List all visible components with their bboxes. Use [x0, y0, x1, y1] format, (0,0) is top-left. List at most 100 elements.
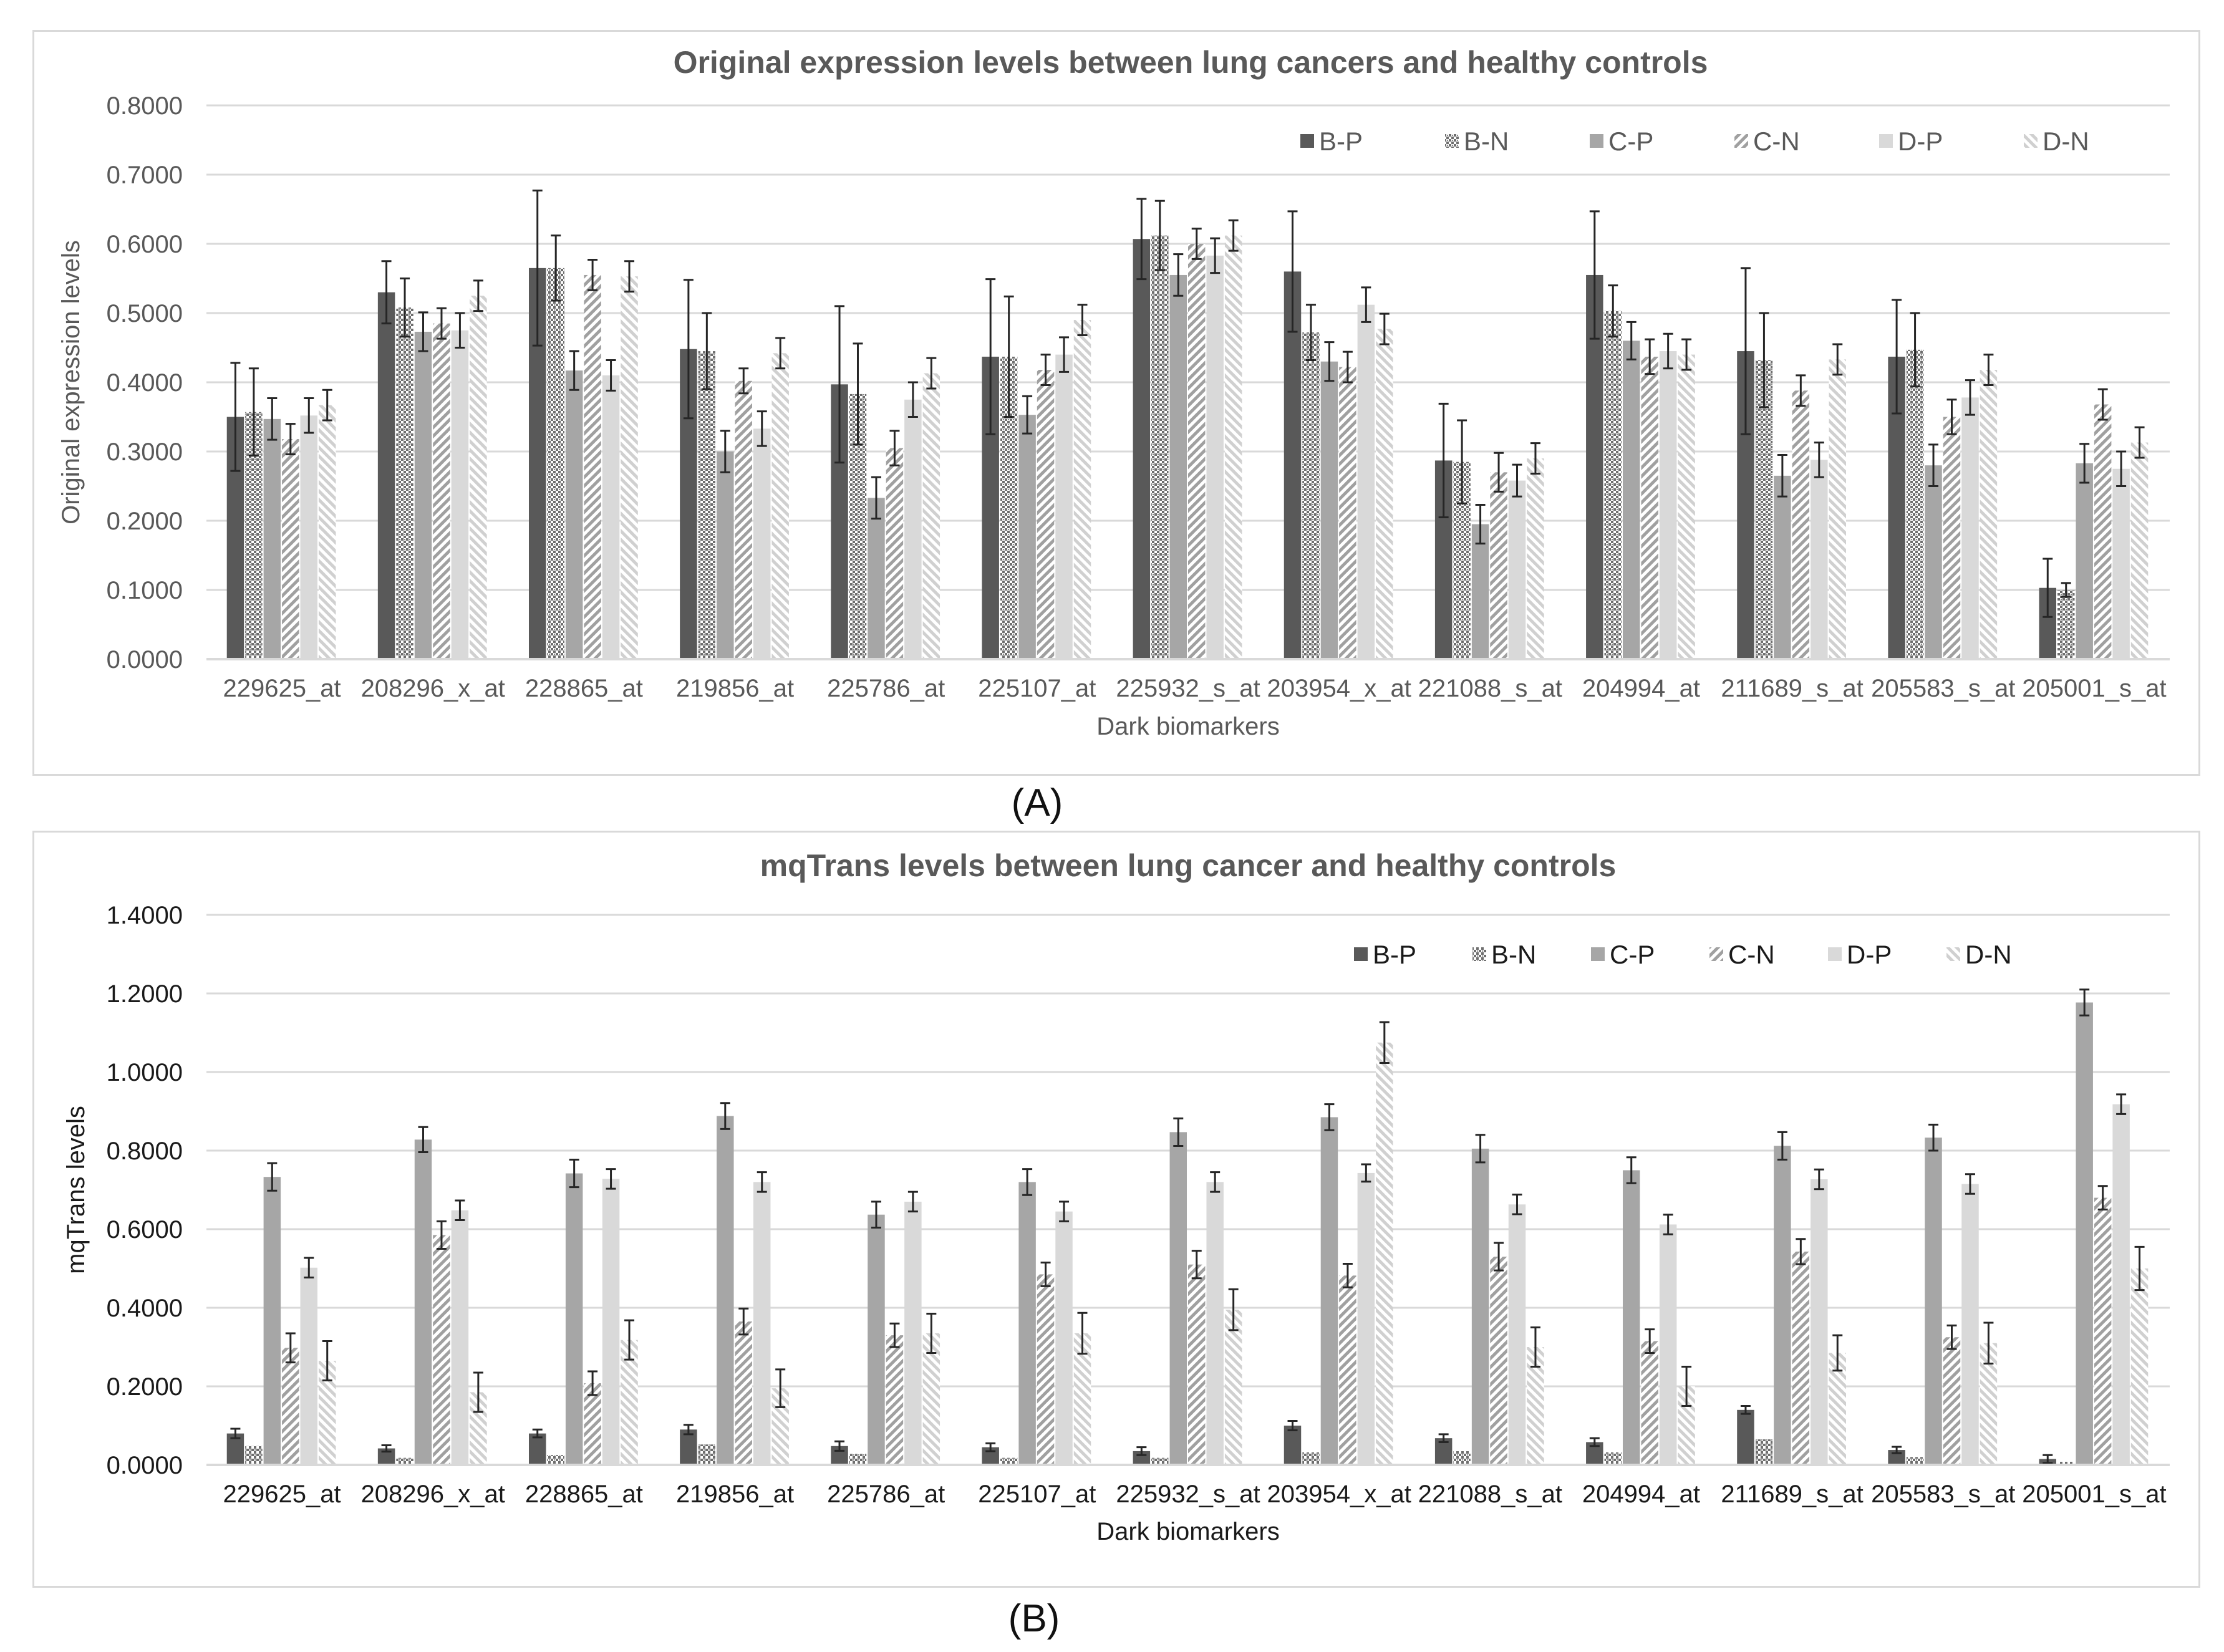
bar-d-p-229625-at	[300, 1267, 318, 1465]
bar-d-p-211689-s-at	[1811, 460, 1828, 659]
bar-c-p-205583-s-at	[1925, 465, 1942, 659]
bar-c-p-221088-s-at	[1471, 524, 1489, 659]
bar-c-p-211689-s-at	[1774, 475, 1791, 659]
bar-d-p-225786-at	[904, 399, 922, 659]
x-tick-label: 208296_x_at	[361, 675, 505, 702]
bar-c-p-229625-at	[263, 1177, 281, 1465]
bar-d-n-225107-at	[1073, 320, 1091, 659]
bar-c-p-225786-at	[868, 498, 885, 659]
bar-d-p-225107-at	[1055, 1211, 1073, 1465]
x-tick-label: 225786_at	[827, 1481, 945, 1508]
bar-c-n-211689-s-at	[1792, 390, 1810, 659]
bar-b-n-228865-at	[547, 268, 564, 660]
bar-c-n-205001-s-at	[2094, 1197, 2112, 1465]
bar-c-p-205583-s-at	[1925, 1138, 1942, 1465]
x-tick-label: 221088_s_at	[1418, 675, 1562, 702]
bar-d-n-204994-at	[1678, 354, 1695, 659]
bar-d-p-219856-at	[753, 1182, 771, 1465]
bar-b-n-205583-s-at	[1906, 349, 1924, 659]
x-tick-label: 203954_x_at	[1267, 675, 1411, 702]
bar-c-n-204994-at	[1641, 1341, 1658, 1465]
y-tick-label: 0.0000	[107, 1452, 183, 1479]
bar-b-n-225932-s-at	[1151, 235, 1169, 659]
x-tick-label: 225786_at	[827, 675, 945, 702]
bar-d-p-219856-at	[753, 428, 771, 659]
bar-b-n-204994-at	[1604, 311, 1622, 659]
bar-d-p-211689-s-at	[1811, 1179, 1828, 1465]
bar-d-p-205001-s-at	[2112, 1104, 2130, 1465]
x-tick-label: 205001_s_at	[2022, 675, 2166, 702]
bar-d-n-225932-s-at	[1224, 1310, 1242, 1465]
bar-d-n-228865-at	[621, 276, 638, 659]
bar-d-n-228865-at	[621, 1340, 638, 1465]
bar-d-p-203954-x-at	[1357, 1172, 1375, 1465]
bar-b-n-205583-s-at	[1906, 1457, 1924, 1465]
legend-label-d-n: D-N	[2043, 127, 2089, 156]
bar-c-n-225932-s-at	[1188, 244, 1206, 659]
bar-b-n-203954-x-at	[1302, 1452, 1320, 1465]
y-tick-label: 0.4000	[107, 369, 183, 397]
bar-c-p-208296-x-at	[414, 331, 432, 659]
x-tick-label: 211689_s_at	[1721, 1481, 1863, 1508]
legend-swatch-d-n	[1946, 947, 1960, 961]
bar-b-n-203954-x-at	[1302, 332, 1320, 659]
legend-label-c-n: C-N	[1753, 127, 1800, 156]
x-axis-label: Dark biomarkers	[1096, 1518, 1279, 1545]
bar-d-p-208296-x-at	[451, 1210, 469, 1465]
legend-swatch-d-p	[1879, 134, 1893, 148]
bar-d-p-225932-s-at	[1206, 255, 1224, 659]
y-tick-label: 0.7000	[107, 162, 183, 189]
bar-d-n-205001-s-at	[2130, 1268, 2149, 1465]
bar-c-p-203954-x-at	[1320, 1117, 1338, 1465]
bar-c-p-229625-at	[263, 418, 281, 659]
bar-b-n-219856-at	[698, 351, 716, 659]
bar-c-n-203954-x-at	[1339, 1275, 1356, 1465]
bar-c-n-211689-s-at	[1792, 1251, 1810, 1465]
legend-swatch-c-n	[1734, 134, 1748, 148]
chart-b: mqTrans levels between lung cancer and h…	[62, 848, 2170, 1545]
bar-b-n-225932-s-at	[1151, 1457, 1169, 1465]
bar-b-p-228865-at	[528, 1433, 546, 1465]
bar-c-p-203954-x-at	[1320, 361, 1338, 659]
legend-label-b-p: B-P	[1373, 940, 1416, 969]
y-tick-label: 0.4000	[107, 1295, 183, 1322]
y-tick-label: 0.8000	[107, 92, 183, 120]
bar-d-p-221088-s-at	[1508, 1204, 1526, 1465]
bar-d-n-225786-at	[922, 1333, 940, 1465]
legend-swatch-d-n	[2024, 134, 2038, 148]
bar-c-n-204994-at	[1641, 356, 1658, 659]
bar-c-n-208296-x-at	[433, 323, 450, 659]
bar-b-n-208296-x-at	[396, 1457, 413, 1465]
legend-swatch-c-p	[1590, 134, 1603, 148]
bar-d-p-225932-s-at	[1206, 1182, 1224, 1465]
bar-d-n-203954-x-at	[1376, 1042, 1393, 1465]
bar-b-n-225107-at	[1000, 1457, 1018, 1465]
x-tick-label: 228865_at	[525, 675, 643, 702]
bar-b-n-205001-s-at	[2057, 590, 2075, 659]
bar-d-n-211689-s-at	[1829, 1353, 1847, 1465]
bar-d-p-205583-s-at	[1961, 397, 1979, 659]
x-tick-label: 228865_at	[525, 1481, 643, 1508]
bar-d-n-211689-s-at	[1829, 359, 1847, 659]
x-tick-label: 225932_s_at	[1116, 675, 1260, 702]
y-tick-label: 0.8000	[107, 1138, 183, 1165]
x-tick-label: 229625_at	[223, 1481, 341, 1508]
bar-c-n-219856-at	[735, 1321, 753, 1465]
bar-c-n-225107-at	[1037, 1274, 1055, 1465]
bar-d-p-208296-x-at	[451, 330, 469, 659]
legend-swatch-b-p	[1300, 134, 1314, 148]
bar-c-n-205001-s-at	[2094, 404, 2112, 659]
bar-c-p-219856-at	[717, 452, 734, 659]
y-tick-label: 0.2000	[107, 508, 183, 535]
legend-label-b-n: B-N	[1464, 127, 1509, 156]
bar-b-n-211689-s-at	[1755, 1439, 1773, 1465]
bar-c-p-205001-s-at	[2076, 1002, 2093, 1465]
bar-c-p-225107-at	[1018, 1182, 1036, 1465]
bar-c-n-228865-at	[584, 1383, 601, 1465]
bar-b-p-203954-x-at	[1284, 1426, 1302, 1465]
y-tick-label: 0.0000	[107, 646, 183, 674]
bar-b-p-219856-at	[680, 1429, 697, 1465]
bar-d-n-225932-s-at	[1224, 235, 1242, 659]
bar-b-n-208296-x-at	[396, 307, 413, 659]
bar-b-n-219856-at	[698, 1444, 716, 1465]
